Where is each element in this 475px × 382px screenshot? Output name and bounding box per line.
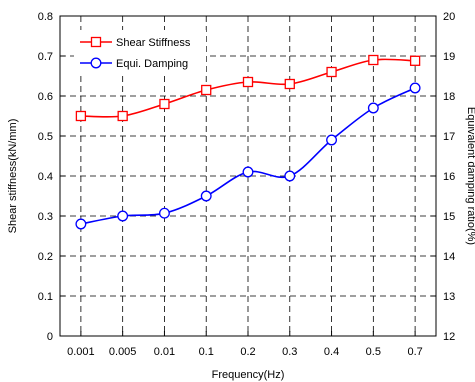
left-axis-tick-labels: 0 0.1 0.2 0.3 0.4 0.5 0.6 0.7 0.8 — [38, 11, 53, 343]
right-tick-label: 17 — [443, 131, 455, 143]
left-tick-label: 0.6 — [38, 91, 53, 103]
legend-marker-shear-stiffness — [90, 36, 102, 48]
x-tick-label: 0.2 — [240, 346, 255, 358]
left-tick-label: 0.4 — [38, 171, 53, 183]
equi-damping-point — [326, 134, 338, 146]
left-tick-label: 0 — [47, 331, 53, 343]
x-axis-tick-labels: 0.001 0.005 0.01 0.1 0.2 0.3 0.4 0.5 0.7 — [67, 346, 423, 358]
x-tick-label: 0.4 — [324, 346, 339, 358]
right-tick-label: 14 — [443, 251, 455, 263]
x-tick-label: 0.7 — [407, 346, 422, 358]
x-tick-label: 0.001 — [67, 346, 95, 358]
shear-stiffness-point — [368, 54, 379, 66]
equi-damping-point — [367, 102, 379, 114]
right-tick-label: 20 — [443, 11, 455, 23]
right-tick-label: 16 — [443, 171, 455, 183]
equi-damping-point — [158, 207, 170, 219]
equi-damping-point — [75, 218, 87, 230]
equi-damping-point — [200, 190, 212, 202]
left-tick-label: 0.8 — [38, 11, 53, 23]
shear-stiffness-point — [75, 110, 87, 122]
x-tick-label: 0.1 — [199, 346, 214, 358]
left-axis-title: Shear stiffness(kN/mm) — [7, 119, 19, 234]
x-tick-label: 0.3 — [282, 346, 297, 358]
left-tick-label: 0.3 — [38, 211, 53, 223]
shear-stiffness-point — [159, 98, 170, 110]
legend: Shear Stiffness Equi. Damping — [74, 30, 206, 74]
right-axis-title: Equivalent damping ratio(%) — [465, 107, 475, 245]
left-tick-label: 0.7 — [38, 51, 53, 63]
legend-label-shear-stiffness: Shear Stiffness — [116, 37, 191, 49]
x-tick-label: 0.005 — [109, 346, 137, 358]
left-tick-label: 0.2 — [38, 251, 53, 263]
right-tick-label: 12 — [443, 331, 455, 343]
shear-stiffness-point — [242, 76, 254, 88]
legend-label-equi-damping: Equi. Damping — [116, 58, 188, 70]
x-axis-title: Frequency(Hz) — [212, 369, 285, 381]
shear-stiffness-point — [117, 110, 128, 122]
left-tick-label: 0.1 — [38, 291, 53, 303]
left-tick-label: 0.5 — [38, 131, 53, 143]
series-layer — [75, 54, 421, 230]
right-tick-label: 19 — [443, 51, 455, 63]
tick-marks — [60, 15, 436, 337]
shear-stiffness-point — [409, 55, 421, 66]
x-tick-label: 0.01 — [154, 346, 175, 358]
right-tick-label: 18 — [443, 91, 455, 103]
shear-stiffness-point — [284, 78, 295, 90]
equi-damping-point — [409, 82, 421, 94]
equi-damping-point — [242, 166, 254, 178]
right-axis-tick-labels: 12 13 14 15 16 17 18 19 20 — [443, 11, 455, 343]
equi-damping-point — [117, 210, 129, 222]
equi-damping-point — [284, 170, 296, 182]
right-tick-label: 13 — [443, 291, 455, 303]
legend-marker-equi-damping — [90, 57, 102, 69]
shear-stiffness-point — [326, 66, 337, 78]
x-tick-label: 0.5 — [366, 346, 381, 358]
right-tick-label: 15 — [443, 211, 455, 223]
shear-stiffness-point — [201, 84, 212, 96]
